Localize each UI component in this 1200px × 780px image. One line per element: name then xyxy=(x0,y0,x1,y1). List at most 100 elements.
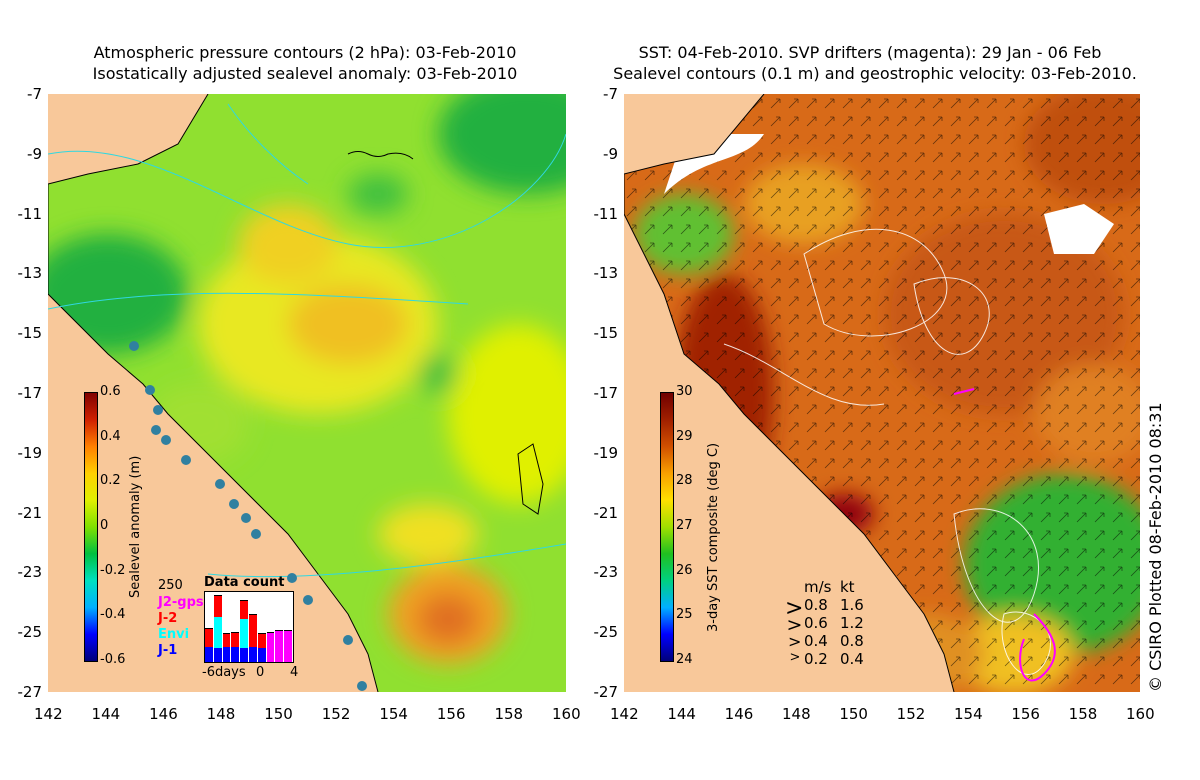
data-count-axis-min: -6days xyxy=(202,665,246,680)
velocity-legend-kt: 0.8 xyxy=(840,632,864,650)
left-y-tick: -17 xyxy=(17,384,43,402)
velocity-legend-ms: 0.2 xyxy=(804,650,828,668)
right-y-tick: -15 xyxy=(593,324,619,343)
left-x-tick: 148 xyxy=(206,705,236,723)
data-count-plot xyxy=(204,591,294,663)
data-count-bar-j1 xyxy=(231,645,240,662)
sealevel-anomaly-map[interactable] xyxy=(48,94,566,692)
left-y-tick: -25 xyxy=(17,623,43,642)
sst-colorbar-tick: 29 xyxy=(676,428,693,444)
velocity-arrow-glyph: > xyxy=(785,596,804,621)
right-x-tick: 158 xyxy=(1068,705,1098,723)
data-count-bar-j2 xyxy=(231,631,240,647)
data-count-legend-j-2: J-2 xyxy=(158,611,178,626)
left-y-tick: -21 xyxy=(17,503,43,522)
right-x-tick: 142 xyxy=(610,705,639,723)
left-y-tick: -23 xyxy=(17,563,43,582)
sla-colorbar-tick: -0.4 xyxy=(100,607,126,623)
data-count-bar-gps xyxy=(284,629,292,662)
left-y-tick: -15 xyxy=(17,324,43,343)
right-x-tick: 148 xyxy=(782,705,811,723)
data-count-bar-j2 xyxy=(240,600,248,619)
velocity-legend-ms-header: m/s xyxy=(804,578,832,596)
data-count-bar-j1 xyxy=(257,647,266,662)
data-count-bar-j2 xyxy=(257,633,266,648)
data-count-bar-envi xyxy=(240,617,248,648)
drifter-track xyxy=(1019,613,1056,682)
left-y-tick: -7 xyxy=(27,85,42,103)
right-y-tick: -11 xyxy=(593,204,619,223)
left-y-tick: -9 xyxy=(27,144,42,163)
sst-colorbar-tick: 24 xyxy=(676,652,693,667)
velocity-legend: m/s kt >0.8 1.6 >0.6 1.2 >0.4 0.8 >0.2 0.4 xyxy=(780,578,880,668)
data-count-max: 250 xyxy=(158,578,183,593)
left-x-tick: 152 xyxy=(321,705,351,723)
data-count-bar-gps xyxy=(275,629,284,662)
velocity-legend-kt: 1.6 xyxy=(840,596,864,614)
data-count-bar-j1 xyxy=(240,647,248,662)
data-count-bar-j1 xyxy=(249,645,257,662)
sst-map[interactable] xyxy=(624,94,1140,692)
left-title-line1: Atmospheric pressure contours (2 hPa): 0… xyxy=(93,43,517,62)
data-count-bar-envi xyxy=(213,615,222,648)
right-x-tick: 146 xyxy=(724,705,754,723)
data-count-bar-j1 xyxy=(222,645,231,662)
velocity-arrow-glyph: > xyxy=(788,632,802,651)
right-y-tick: -27 xyxy=(593,683,619,701)
velocity-legend-kt: 0.4 xyxy=(840,650,864,668)
sla-colorbar-tick: 0.2 xyxy=(100,473,121,489)
left-x-tick: 142 xyxy=(34,705,63,723)
right-x-tick: 152 xyxy=(896,705,926,723)
right-x-tick: 160 xyxy=(1126,705,1155,723)
left-y-tick: -11 xyxy=(17,204,43,223)
credit-label: © CSIRO Plotted 08-Feb-2010 08:31 xyxy=(1146,402,1165,692)
velocity-legend-ms: 0.4 xyxy=(804,632,828,650)
right-y-tick: -21 xyxy=(593,503,619,522)
data-count-inset: 250 Data count J2-gps J-2 Envi J-1 -6days 0… xyxy=(156,575,298,680)
right-x-tick: 156 xyxy=(1011,705,1040,723)
velocity-legend-kt-header: kt xyxy=(840,578,855,596)
right-y-tick: -17 xyxy=(593,384,619,402)
left-x-tick: 160 xyxy=(552,705,581,723)
sla-colorbar-tick: -0.6 xyxy=(100,652,126,667)
right-y-tick: -13 xyxy=(593,264,619,283)
velocity-arrow-glyph: > xyxy=(786,614,803,636)
sst-colorbar xyxy=(660,392,674,662)
right-y-tick: -25 xyxy=(593,623,619,642)
data-count-bar-j1 xyxy=(205,645,213,662)
velocity-arrow-glyph: > xyxy=(789,650,801,665)
sst-colorbar-tick: 26 xyxy=(676,562,693,578)
data-count-bar-j1 xyxy=(213,647,222,662)
right-x-tick: 154 xyxy=(954,705,983,723)
data-count-bar-j2 xyxy=(249,614,257,647)
sst-colorbar-tick: 30 xyxy=(676,384,693,399)
velocity-legend-kt: 1.2 xyxy=(840,614,864,632)
data-count-bar-j2 xyxy=(222,633,231,647)
left-x-tick: 150 xyxy=(264,705,293,723)
sst-colorbar-label: 3-day SST composite (deg C) xyxy=(706,442,721,632)
sst-field xyxy=(624,94,1140,692)
data-count-legend-envi: Envi xyxy=(158,627,190,642)
data-count-bar-gps xyxy=(266,631,275,662)
right-title-line2: Sealevel contours (0.1 m) and geostrophi… xyxy=(613,64,1137,83)
right-y-tick: -7 xyxy=(603,85,618,103)
right-y-tick: -23 xyxy=(593,563,619,582)
left-x-tick: 144 xyxy=(91,705,121,723)
data-count-legend-j2-gps: J2-gps xyxy=(158,595,204,610)
left-x-tick: 158 xyxy=(494,705,524,723)
sla-colorbar-tick: 0.6 xyxy=(100,384,121,399)
data-count-axis-zero: 0 xyxy=(256,665,265,680)
sst-colorbar-tick: 28 xyxy=(676,473,693,489)
right-title-line1: SST: 04-Feb-2010. SVP drifters (magenta)… xyxy=(638,43,1102,62)
left-x-tick: 154 xyxy=(379,705,408,723)
sla-colorbar-label: Sealevel anomaly (m) xyxy=(128,455,143,598)
velocity-legend-ms: 0.8 xyxy=(804,596,828,614)
sst-colorbar-tick: 27 xyxy=(676,518,693,533)
right-y-tick: -19 xyxy=(593,443,619,462)
right-x-tick: 150 xyxy=(839,705,868,723)
sla-colorbar-tick: -0.2 xyxy=(100,562,126,578)
sealevel-anomaly-field xyxy=(48,94,566,692)
sst-colorbar-tick: 25 xyxy=(676,607,693,623)
data-count-title: Data count xyxy=(204,575,285,590)
left-title-line2: Isostatically adjusted sealevel anomaly:… xyxy=(92,64,518,83)
